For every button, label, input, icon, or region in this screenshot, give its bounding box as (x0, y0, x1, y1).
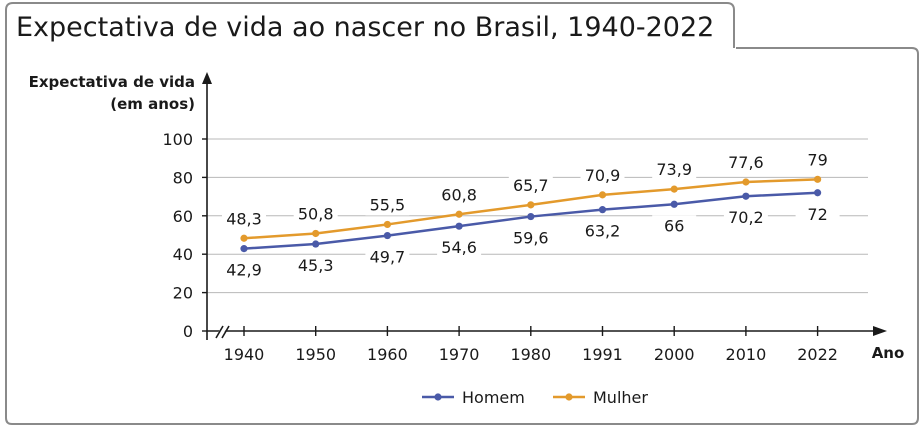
data-label-bg (365, 246, 410, 268)
data-label-bg (293, 203, 338, 225)
data-label-bg (723, 152, 768, 174)
data-label-bg (222, 259, 266, 281)
y-tick-label: 0 (183, 322, 193, 341)
mulher-data-label: 73,9 (656, 160, 692, 179)
homem-point (455, 222, 463, 230)
legend-swatch-dot (565, 393, 573, 401)
x-tick-label: 2000 (654, 345, 695, 364)
legend: Homem Mulher (422, 388, 648, 407)
data-label-bg (580, 220, 625, 242)
y-axis-title-line2: (em anos) (110, 95, 195, 113)
homem-point (383, 231, 391, 240)
homem-data-label: 63,2 (585, 222, 621, 241)
homem-point (312, 240, 320, 248)
homem-data-label: 59,6 (513, 229, 549, 248)
y-tick-label: 80 (173, 168, 193, 187)
data-label-bg (795, 203, 840, 225)
data-label-bg (222, 208, 266, 230)
mulher-point (383, 220, 391, 229)
y-tick-label: 40 (173, 245, 193, 264)
x-tick-label: 1960 (367, 345, 408, 364)
homem-point (814, 189, 822, 197)
legend-label: Mulher (593, 388, 648, 407)
axis-break-icon (215, 323, 230, 339)
x-tick-label: 1940 (224, 345, 265, 364)
series-group (240, 175, 822, 253)
homem-data-label: 72 (807, 205, 827, 224)
data-label-bg (652, 159, 697, 181)
mulher-data-label: 70,9 (585, 166, 621, 185)
mulher-data-label: 60,8 (441, 185, 477, 204)
data-label-bg (580, 164, 625, 186)
x-tick-label: 1950 (295, 345, 336, 364)
x-axis-title: Ano (872, 344, 905, 362)
homem-point (527, 212, 535, 221)
data-labels: 42,9 45,3 49,7 54,6 59,6 63,2 66 70,2 72 48,3 50,8… (222, 149, 840, 281)
chart-title: Expectativa de vida ao nascer no Brasil,… (16, 12, 714, 43)
y-axis-title-line1: Expectativa de vida (29, 73, 195, 91)
data-label-bg (293, 255, 338, 277)
x-tick-labels: 1940 1950 1960 1970 1980 1991 2000 2010 2022 (224, 326, 838, 364)
mulher-point (527, 201, 535, 209)
homem-data-label: 49,7 (370, 248, 406, 267)
mulher-data-label: 48,3 (226, 209, 262, 228)
data-label-bg (365, 194, 410, 216)
homem-point (240, 245, 248, 253)
homem-point (598, 206, 607, 214)
chart-frame (5, 46, 919, 425)
homem-data-label: 45,3 (298, 256, 334, 275)
y-tick-label: 60 (173, 207, 193, 226)
homem-data-label: 54,6 (441, 238, 477, 257)
mulher-data-label: 55,5 (370, 195, 406, 214)
mulher-data-label: 65,7 (513, 176, 549, 195)
data-label-bg (723, 207, 768, 229)
mulher-point (742, 178, 750, 186)
x-tick-label: 1970 (439, 345, 480, 364)
homem-point (670, 200, 678, 208)
mulher-data-label: 79 (807, 150, 827, 169)
mulher-point (814, 175, 822, 183)
data-label-bg (437, 237, 482, 259)
mulher-point (455, 210, 463, 218)
mulher-point (312, 229, 320, 238)
title-tab (5, 2, 735, 48)
legend-item-homem: Homem (422, 388, 525, 407)
homem-data-label: 66 (664, 216, 684, 235)
mulher-point (670, 185, 678, 193)
y-tick-label: 100 (162, 130, 193, 149)
x-tick-label: 1991 (582, 345, 623, 364)
data-label-bg (652, 215, 697, 237)
x-tick-label: 1980 (510, 345, 551, 364)
y-axis-arrow-icon (202, 72, 212, 84)
x-tick-label: 2010 (726, 345, 767, 364)
legend-label: Homem (462, 388, 525, 407)
mulher-point (240, 234, 248, 242)
x-tick-label: 2022 (797, 345, 838, 364)
y-tick-label: 20 (173, 284, 193, 303)
homem-point (742, 192, 750, 200)
legend-item-mulher: Mulher (553, 388, 648, 407)
data-label-bg (795, 149, 840, 171)
data-label-bg (508, 227, 553, 249)
mulher-data-label: 50,8 (298, 204, 334, 223)
x-axis-arrow-icon (873, 326, 887, 336)
homem-data-label: 70,2 (728, 208, 764, 227)
mulher-point (598, 191, 607, 199)
data-label-bg (437, 184, 482, 206)
mulher-data-label: 77,6 (728, 153, 764, 172)
homem-data-label: 42,9 (226, 261, 262, 280)
legend-swatch-dot (434, 393, 442, 401)
y-tick-labels: 0 20 40 60 80 100 (162, 130, 207, 341)
data-label-bg (508, 174, 553, 196)
